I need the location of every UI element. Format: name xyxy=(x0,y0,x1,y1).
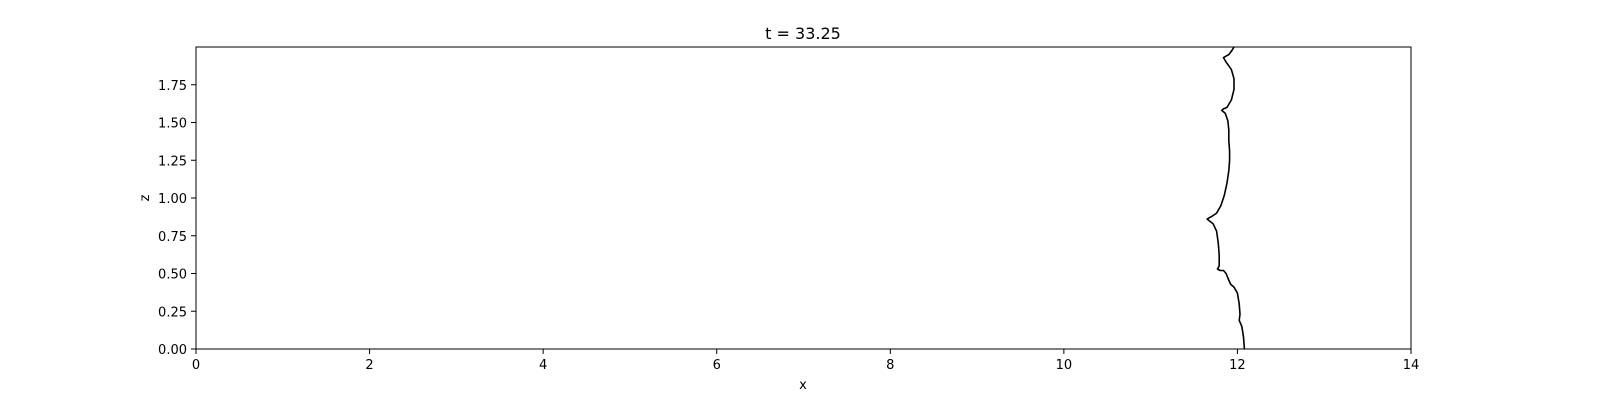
x-tick-label: 6 xyxy=(713,358,721,373)
y-axis-ticks: 0.00 0.25 0.50 0.75 1.00 1.25 1.50 1.75 xyxy=(158,79,196,358)
y-tick-label: 1.00 xyxy=(158,192,187,207)
y-tick-label: 0.75 xyxy=(158,230,187,245)
x-tick-label: 2 xyxy=(365,358,373,373)
x-tick-label: 0 xyxy=(192,358,200,373)
x-axis-label: x xyxy=(799,378,807,393)
y-axis-label: z xyxy=(138,194,153,201)
y-tick-label: 0.50 xyxy=(158,268,187,283)
x-tick-label: 8 xyxy=(886,358,894,373)
x-tick-label: 10 xyxy=(1056,358,1073,373)
y-tick-label: 1.50 xyxy=(158,117,187,132)
x-tick-label: 12 xyxy=(1229,358,1246,373)
plot-area xyxy=(1206,46,1246,350)
axes-frame xyxy=(195,46,1412,350)
interface-contour-line xyxy=(1206,46,1246,350)
y-tick-label: 1.25 xyxy=(158,154,187,169)
chart-title: t = 33.25 xyxy=(765,24,841,43)
y-tick-label: 0.00 xyxy=(158,343,187,358)
x-tick-label: 14 xyxy=(1403,358,1420,373)
y-tick-label: 1.75 xyxy=(158,79,187,94)
y-tick-label: 0.25 xyxy=(158,305,187,320)
x-axis-ticks: 0 2 4 6 8 10 12 14 xyxy=(192,349,1419,373)
x-tick-label: 4 xyxy=(539,358,547,373)
